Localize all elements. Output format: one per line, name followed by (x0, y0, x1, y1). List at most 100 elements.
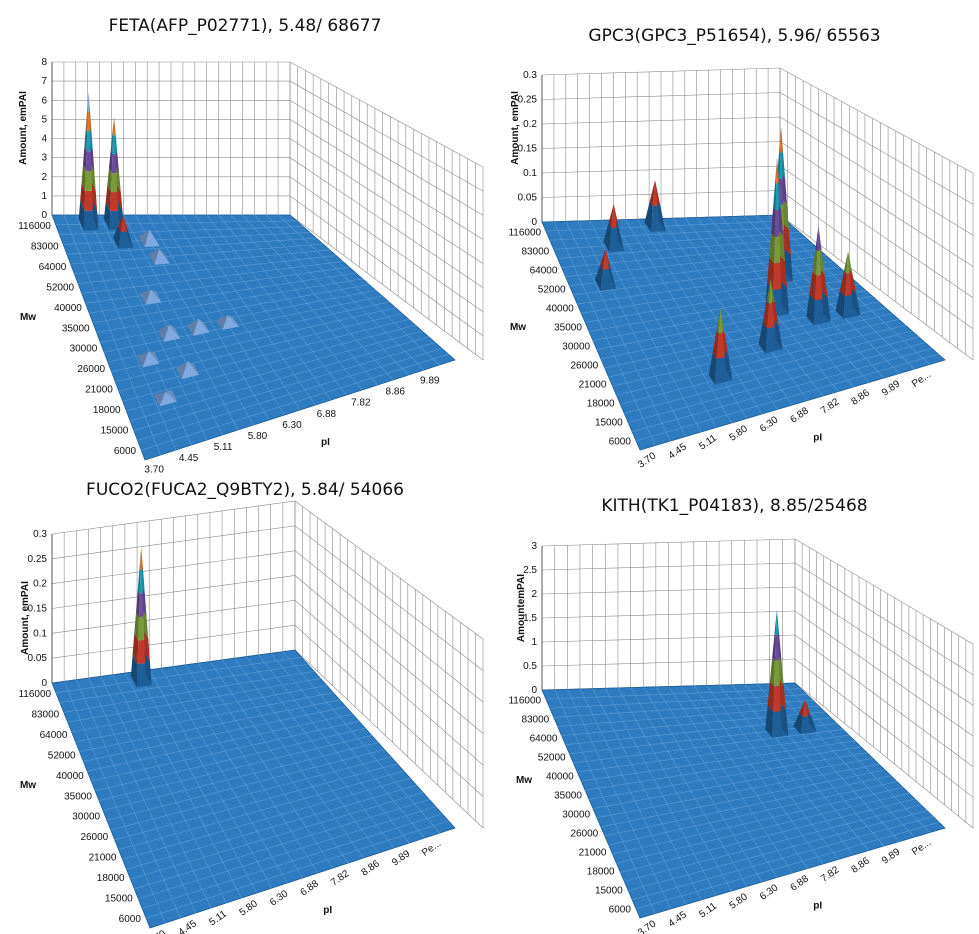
mw-axis-title: Mw (20, 780, 36, 791)
peak (595, 248, 616, 291)
z-tick-label: 0 (41, 210, 47, 221)
mw-tick-label: 64000 (530, 734, 558, 745)
mw-tick-label: 21000 (579, 848, 607, 859)
z-tick-label: 0.25 (518, 95, 538, 106)
pi-tick-label: 8.86 (850, 387, 873, 407)
mw-tick-label: 18000 (587, 867, 615, 878)
mw-axis-title: Mw (20, 312, 36, 323)
z-tick-label: 5 (41, 114, 47, 125)
peak (758, 278, 783, 354)
z-tick-label: 0 (41, 678, 47, 689)
mw-tick-label: 83000 (31, 710, 59, 721)
peak (765, 609, 789, 738)
mw-tick-label: 21000 (89, 853, 117, 864)
peak (104, 116, 124, 230)
pi-tick-label: Pe... (910, 369, 933, 390)
z-tick-label: 3 (41, 153, 47, 164)
pi-tick-label: 6.88 (317, 409, 337, 420)
panel-gpc3: GPC3(GPC3_P51654), 5.96/ 65563 0 0.05 0.1 0… (490, 0, 979, 471)
mw-tick-label: 21000 (579, 380, 607, 391)
mw-tick-label: 35000 (554, 323, 582, 334)
pi-tick-label: 7.82 (329, 868, 352, 888)
mw-tick-label: 40000 (546, 304, 574, 315)
z-tick-label: 0.05 (28, 653, 48, 664)
mw-tick-label: 116000 (508, 696, 541, 707)
mw-tick-label: 83000 (31, 242, 59, 253)
mw-tick-label: 116000 (18, 689, 51, 700)
chart-title: FUCO2(FUCA2_Q9BTY2), 5.84/ 54066 (86, 480, 404, 500)
mw-tick-label: 116000 (508, 228, 541, 239)
mw-tick-label: 64000 (40, 730, 68, 741)
pi-tick-label: 8.86 (360, 858, 383, 878)
z-tick-label: 4 (41, 134, 47, 145)
mw-tick-label: 52000 (46, 282, 74, 293)
peak (216, 315, 240, 330)
pi-tick-label: 6.30 (268, 888, 291, 908)
z-tick-label: 0.2 (33, 579, 47, 590)
peak (765, 157, 789, 317)
pi-axis-title: pI (323, 905, 332, 916)
peak (708, 308, 733, 385)
mw-axis-title: Mw (516, 775, 532, 786)
pi-tick-label: 3.70 (636, 918, 659, 934)
mw-tick-label: 116000 (18, 221, 51, 232)
pi-tick-label: 9.89 (420, 375, 440, 386)
mw-tick-label: 26000 (77, 364, 105, 375)
peak (130, 546, 152, 688)
mw-tick-label: 64000 (530, 266, 558, 277)
pi-tick-label: 9.89 (880, 378, 903, 398)
z-tick-label: 0.05 (518, 193, 538, 204)
mw-tick-label: 30000 (562, 810, 590, 821)
mw-tick-label: 21000 (85, 385, 113, 396)
z-tick-label: 1.5 (523, 613, 537, 624)
z-tick-label: 0.15 (518, 144, 538, 155)
z-tick-label: 6 (41, 95, 47, 106)
pi-tick-label: 5.11 (207, 908, 229, 928)
z-tick-label: 0.3 (523, 70, 537, 81)
pi-tick-label: 6.30 (758, 414, 781, 434)
mw-tick-label: 15000 (595, 418, 623, 429)
z-tick-label: 1 (531, 637, 537, 648)
pi-tick-label: 4.45 (179, 453, 199, 464)
z-axis-title: Amount, emPAI (20, 581, 31, 655)
mw-tick-label: 15000 (105, 893, 133, 904)
mw-tick-label: 26000 (80, 832, 108, 843)
mw-tick-label: 6000 (609, 905, 632, 916)
mw-tick-label: 52000 (538, 285, 566, 296)
panel-kith: KITH(TK1_P04183), 8.85/25468 0 0.5 1 1.5 2 2.… (490, 468, 979, 934)
mw-tick-label: 6000 (609, 437, 632, 448)
peak (137, 351, 160, 368)
pi-tick-label: 6.30 (758, 882, 781, 902)
z-tick-label: 0 (531, 685, 537, 696)
pi-tick-label: 6.88 (789, 405, 812, 425)
pi-tick-label: 5.80 (728, 423, 751, 443)
peak (113, 215, 134, 249)
pi-axis-title: pI (321, 437, 330, 448)
peak (140, 289, 162, 305)
pi-tick-label: 3.70 (144, 464, 164, 475)
mw-tick-label: 30000 (562, 342, 590, 353)
pi-axis-title: pI (813, 433, 822, 444)
pi-tick-label: 4.45 (667, 909, 690, 929)
z-tick-label: 2 (41, 172, 47, 183)
peak (644, 180, 666, 232)
peak (793, 699, 817, 735)
mw-tick-label: 83000 (521, 715, 549, 726)
z-tick-label: 2 (531, 589, 537, 600)
mw-tick-label: 40000 (546, 772, 574, 783)
mw-tick-label: 6000 (114, 446, 137, 457)
pi-tick-label: 7.82 (819, 864, 842, 884)
peak (154, 390, 178, 407)
pi-tick-label: 6.88 (789, 873, 812, 893)
mw-tick-label: 83000 (521, 247, 549, 258)
mw-tick-label: 52000 (48, 750, 76, 761)
panel-fuco2: FUCO2(FUCA2_Q9BTY2), 5.84/ 54066 0 0.05 0.… (0, 468, 490, 934)
mw-tick-label: 18000 (93, 405, 121, 416)
mw-tick-label: 52000 (538, 753, 566, 764)
mw-tick-label: 64000 (39, 262, 67, 273)
pi-tick-label: 5.80 (728, 891, 751, 911)
mw-tick-label: 35000 (62, 323, 90, 334)
pi-tick-label: 4.45 (667, 441, 690, 461)
pi-tick-label: 6.88 (299, 878, 322, 898)
pi-tick-label: 5.11 (697, 432, 719, 452)
